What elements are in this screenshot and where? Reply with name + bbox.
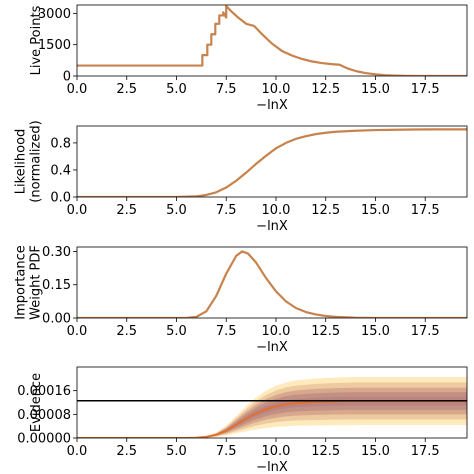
x-tick-label: 2.5 (116, 324, 137, 339)
x-tick-label: 0.0 (67, 82, 88, 97)
y-tick-label: 0.30 (42, 245, 71, 260)
x-tick-label: 7.5 (216, 444, 237, 459)
x-axis-label: −lnX (256, 98, 288, 113)
x-tick-label: 12.5 (311, 324, 340, 339)
chart-panel-2: 0.0 2.5 5.0 7.5 10.0 12.5 15.0 17.5 0.0 0.4 0.8 −ln… (14, 120, 468, 234)
x-tick-label: 15.0 (361, 203, 390, 218)
x-tick-label: 5.0 (166, 82, 187, 97)
x-tick-label: 17.5 (411, 444, 440, 459)
series-line-1 (77, 250, 467, 318)
x-tick-label: 10.0 (262, 444, 291, 459)
x-axis-label: −lnX (256, 340, 288, 355)
x-tick-label: 0.0 (67, 444, 88, 459)
chart-panel-4: 0.0 2.5 5.0 7.5 10.0 12.5 15.0 17.5 0.00000 0.000… (17, 366, 468, 474)
y-axis-label: Likelihood (14, 129, 29, 195)
axes-frame (76, 4, 468, 77)
plot-area (77, 5, 467, 76)
y-axis-label: Live Points (29, 5, 44, 75)
x-tick-label: 15.0 (361, 324, 390, 339)
x-tick-label: 2.5 (116, 444, 137, 459)
y-axis-label: (normalized) (29, 120, 44, 202)
x-tick-label: 12.5 (311, 82, 340, 97)
series-line-1 (77, 128, 467, 197)
y-tick-label: 0 (63, 70, 71, 85)
x-tick-label: 5.0 (166, 324, 187, 339)
chart-panel-1: 0.0 2.5 5.0 7.5 10.0 12.5 15.0 17.5 0 1500 3000 −ln… (29, 4, 468, 113)
y-axis-label: Importance (14, 245, 29, 320)
y-tick-label: 3000 (38, 7, 71, 22)
x-tick-label: 5.0 (166, 203, 187, 218)
series-line-1 (77, 5, 467, 76)
axes-frame (76, 125, 468, 198)
x-tick-label: 15.0 (361, 82, 390, 97)
y-tick-label: 0.00000 (17, 432, 71, 447)
x-tick-label: 5.0 (166, 444, 187, 459)
plot-area (77, 376, 467, 438)
plot-area (77, 250, 467, 318)
x-tick-label: 2.5 (116, 203, 137, 218)
axes-frame (76, 366, 468, 439)
x-tick-label: 12.5 (311, 444, 340, 459)
x-tick-label: 10.0 (262, 82, 291, 97)
y-tick-label: 0.00 (42, 312, 71, 327)
axes-frame (76, 246, 468, 319)
x-tick-label: 0.0 (67, 203, 88, 218)
x-tick-label: 7.5 (216, 82, 237, 97)
y-axis-label: Weight PDF (29, 245, 44, 320)
y-tick-label: 0.00016 (17, 384, 71, 399)
y-tick-label: 0.0 (50, 191, 71, 206)
x-axis-label: −lnX (256, 460, 288, 474)
y-tick-label: 0.4 (50, 163, 71, 178)
x-tick-label: 7.5 (216, 324, 237, 339)
x-tick-label: 10.0 (262, 203, 291, 218)
x-tick-label: 15.0 (361, 444, 390, 459)
x-tick-label: 17.5 (411, 82, 440, 97)
y-tick-label: 1500 (38, 38, 71, 53)
x-tick-label: 17.5 (411, 324, 440, 339)
x-tick-label: 17.5 (411, 203, 440, 218)
y-tick-label: 0.8 (50, 136, 71, 151)
chart-panel-3: 0.0 2.5 5.0 7.5 10.0 12.5 15.0 17.5 0.00 0.15 0.30… (14, 245, 468, 355)
y-tick-label: 0.15 (42, 278, 71, 293)
x-tick-label: 2.5 (116, 82, 137, 97)
x-tick-label: 12.5 (311, 203, 340, 218)
y-tick-label: 0.00008 (17, 408, 71, 423)
x-tick-label: 0.0 (67, 324, 88, 339)
x-tick-label: 10.0 (262, 324, 291, 339)
x-axis-label: −lnX (256, 219, 288, 234)
plot-area (77, 128, 467, 197)
x-tick-label: 7.5 (216, 203, 237, 218)
y-axis-label: Evidence (29, 373, 44, 432)
